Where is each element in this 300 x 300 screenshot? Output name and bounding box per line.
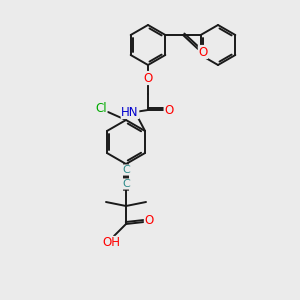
Text: O: O [164,103,174,116]
Text: C: C [122,179,130,189]
Text: O: O [144,214,154,226]
Text: O: O [143,71,153,85]
Text: O: O [198,46,208,59]
Text: OH: OH [102,236,120,250]
Text: HN: HN [121,106,139,118]
Text: C: C [122,165,130,175]
Text: Cl: Cl [95,101,107,115]
